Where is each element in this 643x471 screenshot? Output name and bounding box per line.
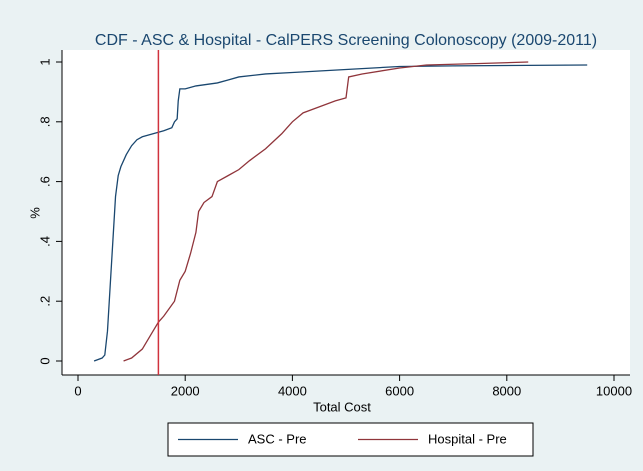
y-tick-label: .4	[37, 236, 52, 247]
y-tick-label: .2	[37, 296, 52, 307]
x-tick-label: 6000	[385, 383, 414, 398]
chart-title: CDF - ASC & Hospital - CalPERS Screening…	[95, 32, 597, 49]
y-axis-label: %	[27, 207, 42, 219]
series-line	[93, 64, 588, 362]
x-tick-label: 8000	[492, 383, 521, 398]
y-tick-label: 1	[37, 58, 52, 65]
series-line	[123, 61, 529, 362]
legend-label: Hospital - Pre	[428, 431, 507, 446]
legend-label: ASC - Pre	[248, 431, 307, 446]
x-tick-label: 4000	[278, 383, 307, 398]
x-axis-label: Total Cost	[313, 399, 371, 414]
x-tick-label: 2000	[171, 383, 200, 398]
y-tick-label: .6	[37, 176, 52, 187]
y-tick-label: .8	[37, 116, 52, 127]
plot-area	[62, 50, 630, 375]
y-tick-label: 0	[37, 357, 52, 364]
x-tick-label: 0	[74, 383, 81, 398]
x-tick-label: 10000	[596, 383, 632, 398]
